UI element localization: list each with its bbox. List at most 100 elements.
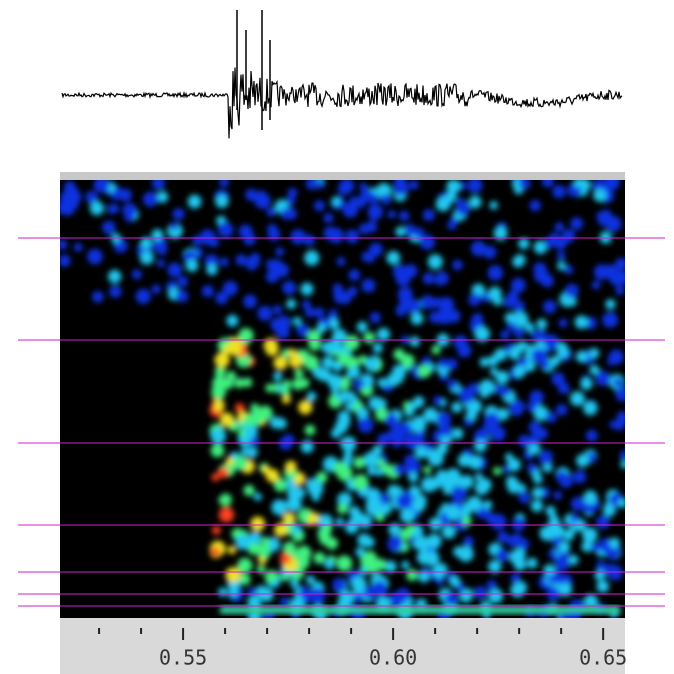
spectrogram-blob	[493, 226, 508, 241]
spectrogram-blob	[436, 411, 451, 427]
spectrogram-blob	[518, 491, 530, 503]
spectrogram-blob	[271, 499, 288, 516]
spectrogram-blob	[334, 424, 345, 435]
spectrogram-blob	[383, 465, 394, 477]
spectrogram-blob	[368, 396, 383, 411]
spectrogram-blob	[356, 407, 369, 420]
spectrogram-blob	[316, 323, 327, 334]
spectrogram-blob	[255, 585, 268, 598]
spectrogram-blob	[345, 229, 360, 244]
spectrogram-blob	[558, 582, 573, 597]
spectrogram-blob	[564, 265, 574, 275]
spectrogram-blob	[298, 400, 313, 415]
spectrogram-blob	[377, 377, 388, 388]
spectrogram-blob	[314, 307, 325, 318]
spectrogram-blob	[539, 525, 555, 541]
spectrogram-blob	[535, 329, 547, 342]
spectrogram-blob	[315, 471, 328, 484]
spectrogram-blob	[479, 379, 496, 396]
spectrogram-blob	[300, 282, 314, 296]
spectrogram-blob	[413, 227, 425, 239]
spectrogram-blob	[543, 300, 557, 314]
spectrogram-blob	[349, 515, 360, 527]
spectrogram-blob	[291, 524, 302, 535]
spectrogram-blob	[596, 515, 610, 530]
spectrogram-blob	[526, 557, 538, 569]
spectrogram-blob	[357, 533, 371, 547]
spectrogram-blob	[548, 549, 557, 559]
spectrogram-blob	[442, 485, 453, 495]
spectrogram-blob	[151, 180, 166, 190]
spectrogram-blob	[175, 289, 189, 303]
spectrogram-blob	[513, 365, 526, 378]
spectrogram-blob	[361, 278, 376, 293]
spectrogram-blob	[488, 286, 502, 301]
spectrogram-blob	[445, 592, 458, 606]
spectrogram-blob	[589, 364, 600, 376]
spectrogram-blob	[495, 370, 510, 385]
spectrogram-blob	[396, 493, 412, 509]
spectrogram-blob	[406, 298, 421, 314]
spectrogram-blob	[489, 201, 498, 210]
spectrogram-blob	[73, 242, 83, 252]
spectrogram-blob	[531, 347, 548, 364]
spectrogram-blob	[281, 394, 291, 404]
spectrogram-blob	[267, 228, 281, 241]
spectrogram-blob	[518, 237, 530, 250]
spectrogram-blob	[243, 294, 257, 309]
spectrogram-blob	[595, 370, 611, 387]
spectrogram-blob	[102, 220, 116, 235]
spectrogram-blob	[538, 450, 553, 465]
spectrogram-blob	[156, 259, 166, 268]
time-axis-strip	[60, 618, 625, 674]
spectrogram-blob	[416, 550, 432, 565]
spectrogram-blob	[296, 323, 310, 337]
spectrogram-blob	[214, 366, 226, 378]
spectrogram-blob	[235, 534, 251, 550]
spectrogram-blob	[580, 377, 593, 390]
spectrogram-blob	[227, 587, 239, 598]
spectrogram-blob	[384, 560, 397, 573]
spectrogram-blob	[533, 262, 547, 276]
spectrogram-blob	[169, 222, 179, 231]
spectrogram-blob	[428, 476, 442, 490]
spectrogram-blob	[344, 335, 360, 351]
spectrogram-blob	[497, 531, 509, 543]
spectrogram-blob	[265, 383, 275, 393]
spectrogram-blob	[348, 506, 360, 517]
spectrogram-blob	[328, 227, 344, 244]
spectrogram-blob	[107, 269, 122, 284]
spectrogram-blob	[434, 275, 445, 286]
spectrogram-blob	[404, 224, 416, 236]
spectrogram-blob	[474, 480, 490, 496]
spectrogram-blob	[282, 541, 297, 556]
spectrogram-blob	[558, 318, 568, 328]
spectrogram-blob	[304, 424, 316, 436]
spectrogram-blob	[568, 297, 577, 307]
spectrogram-blob	[272, 305, 283, 315]
spectrogram-blob	[441, 502, 450, 512]
spectrogram-blob	[545, 505, 556, 516]
spectrogram-blob	[552, 185, 566, 199]
spectrogram-blob	[250, 516, 266, 532]
spectrogram-blob	[583, 401, 598, 416]
spectrogram-blob	[225, 457, 234, 466]
spectrogram-blob	[257, 305, 273, 321]
spectrogram-blob	[119, 188, 132, 202]
spectrogram-blob	[615, 257, 625, 271]
spectrogram-blob	[85, 190, 99, 204]
spectrogram-blob	[410, 312, 424, 325]
spectrogram-blob	[613, 377, 624, 388]
spectrogram-blob	[391, 421, 403, 434]
spectrogram-blob	[573, 180, 584, 188]
spectrogram-blob	[603, 504, 616, 517]
spectrogram-blob	[513, 281, 525, 293]
spectrogram-blob	[290, 579, 300, 588]
spectrogram-blob	[486, 580, 497, 591]
spectrogram-blob	[451, 427, 464, 440]
spectrogram-blob	[156, 191, 169, 203]
spectrogram-blob	[318, 368, 332, 382]
spectrogram-blob	[305, 307, 315, 318]
spectrogram-blob	[570, 391, 585, 406]
